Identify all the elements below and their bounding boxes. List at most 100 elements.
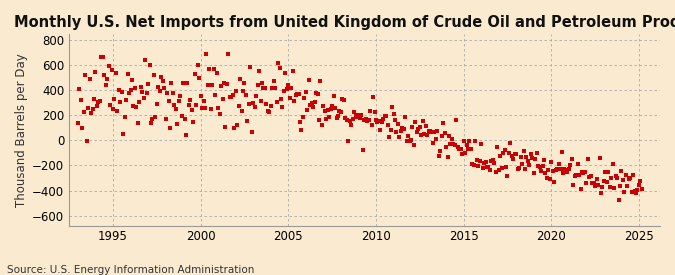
Point [372,120,383,124]
Point [207,83,218,87]
Point [454,147,464,151]
Point [352,115,362,119]
Point [155,88,165,93]
Point [429,130,440,134]
Point [342,118,352,122]
Point [578,171,589,175]
Point [385,127,396,132]
Point [214,111,225,116]
Point [417,119,428,123]
Point [533,164,543,168]
Point [412,130,423,134]
Point [559,167,570,172]
Point [200,106,211,111]
Point [481,165,492,169]
Point [132,120,143,125]
Point [496,166,507,170]
Point [479,161,489,166]
Point [196,105,207,110]
Point [378,116,389,121]
Point [121,98,132,102]
Point [136,85,146,89]
Point [244,102,254,106]
Point [309,100,320,104]
Point [391,130,402,134]
Point [614,183,625,188]
Point [131,104,142,109]
Point [407,125,418,129]
Point [368,95,379,99]
Point [178,81,188,85]
Point [159,86,169,91]
Point [337,97,348,101]
Point [277,104,288,109]
Point [235,76,246,81]
Point [106,68,117,72]
Point [323,107,333,112]
Point [439,131,450,135]
Point [198,99,209,103]
Point [364,109,375,114]
Point [634,183,645,187]
Point [387,105,398,109]
Point [485,168,495,172]
Point [181,133,192,137]
Point [466,147,477,151]
Point [182,80,193,85]
Point [531,150,542,155]
Point [623,176,634,181]
Point [436,133,447,138]
Point [160,116,171,121]
Point [242,119,253,123]
Point [516,161,527,166]
Point [317,122,327,127]
Point [88,97,99,101]
Point [457,152,468,156]
Point [238,89,248,93]
Point [286,86,296,90]
Point [392,122,403,127]
Point [97,55,108,59]
Point [549,180,560,185]
Point [433,154,444,158]
Point [81,139,92,143]
Point [294,120,305,124]
Point [354,116,365,120]
Point [569,173,580,178]
Point [190,72,200,76]
Point [537,163,548,168]
Point [125,88,136,93]
Point [620,173,631,178]
Point [90,70,101,75]
Point [134,100,144,104]
Point [344,119,355,123]
Point [442,154,453,159]
Point [397,126,408,130]
Point [284,96,295,101]
Point [87,107,98,112]
Point [279,89,290,94]
Point [556,150,567,154]
Point [396,128,406,133]
Point [524,163,535,167]
Point [371,117,381,122]
Point [240,92,251,97]
Point [566,156,577,161]
Point [115,100,126,104]
Point [245,65,256,69]
Point [331,116,342,120]
Point [613,198,624,202]
Point [599,179,610,183]
Point [137,89,148,94]
Point [483,165,494,169]
Point [144,62,155,67]
Point [318,104,329,109]
Point [504,151,514,156]
Point [186,108,197,112]
Point [512,166,523,171]
Point [251,94,262,98]
Point [305,103,316,107]
Point [568,182,578,187]
Point [477,166,488,170]
Point [86,111,97,116]
